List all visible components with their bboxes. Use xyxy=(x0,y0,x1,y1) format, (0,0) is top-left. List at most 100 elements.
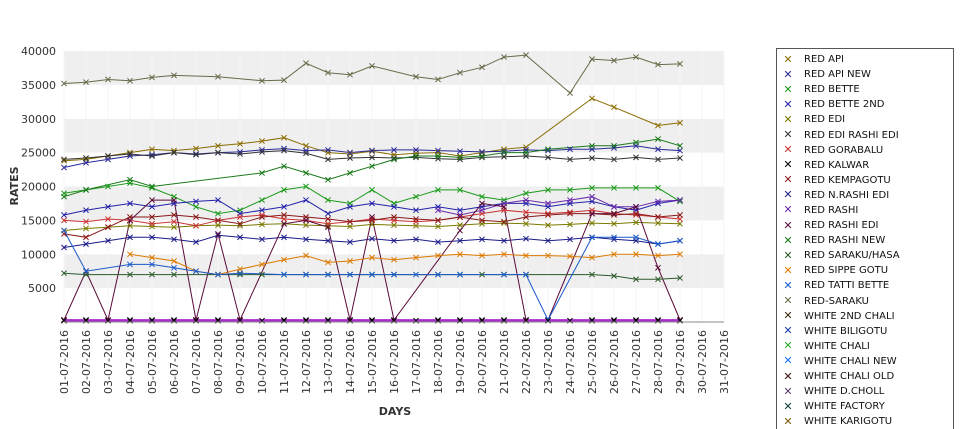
data-point xyxy=(545,212,551,218)
data-point xyxy=(193,214,199,220)
data-point xyxy=(83,155,89,161)
data-point xyxy=(611,144,617,151)
legend-marker-icon: ✕ xyxy=(783,97,793,111)
data-point xyxy=(501,237,507,244)
data-point xyxy=(325,222,331,229)
data-point xyxy=(281,186,287,193)
data-point xyxy=(501,54,507,61)
data-point xyxy=(149,183,155,190)
legend-label: RED SIPPE GOTU xyxy=(804,265,889,277)
legend-marker-icon: ✕ xyxy=(783,188,793,202)
legend-item: ✕ RED RASHI xyxy=(777,203,953,218)
legend-marker-icon: ✕ xyxy=(783,354,793,368)
data-point xyxy=(171,236,177,243)
legend-marker-icon: ✕ xyxy=(783,324,793,338)
data-point xyxy=(479,271,485,278)
legend-marker-icon: ✕ xyxy=(783,399,793,413)
data-point xyxy=(259,77,265,84)
series-line xyxy=(437,196,681,216)
x-tick-label: 23-07-2016 xyxy=(542,330,555,394)
data-point xyxy=(567,209,573,216)
data-point xyxy=(127,151,133,157)
legend-item: ✕ RED API NEW xyxy=(777,67,953,82)
data-point xyxy=(325,224,331,231)
data-point xyxy=(523,190,529,197)
data-point xyxy=(61,212,67,218)
data-point xyxy=(677,220,683,227)
legend-marker-icon: ✕ xyxy=(783,173,793,187)
data-point xyxy=(347,223,353,230)
data-point xyxy=(347,203,353,210)
legend-item: ✕ RED EDI RASHI EDI xyxy=(777,127,953,142)
data-point xyxy=(281,220,287,227)
legend-item: ✕ RED GORABALU xyxy=(777,143,953,158)
data-point xyxy=(171,147,177,154)
data-point xyxy=(589,271,595,278)
x-tick-label: 08-07-2016 xyxy=(212,330,225,394)
data-point xyxy=(567,90,573,96)
data-point xyxy=(633,234,639,241)
x-axis-ticks: 01-07-2016 02-07-2016 03-07-2016 04-07-2016… xyxy=(58,330,731,394)
data-point xyxy=(611,203,617,210)
data-point xyxy=(391,214,397,220)
data-point xyxy=(611,57,617,64)
data-point xyxy=(193,203,199,210)
data-point xyxy=(589,254,595,261)
legend-marker-icon: ✕ xyxy=(783,248,793,262)
data-point xyxy=(259,214,265,220)
data-point xyxy=(325,210,331,217)
data-point xyxy=(303,60,309,67)
data-point xyxy=(347,271,353,278)
data-point xyxy=(105,216,111,222)
x-tick-label: 27-07-2016 xyxy=(630,330,643,394)
x-tick-label: 29-07-2016 xyxy=(674,330,687,394)
legend-marker-icon: ✕ xyxy=(783,218,793,232)
data-point xyxy=(325,156,331,163)
legend-item: ✕ RED SIPPE GOTU xyxy=(777,263,953,278)
data-point xyxy=(413,146,419,153)
data-point xyxy=(611,272,617,279)
data-point xyxy=(391,155,397,161)
data-point xyxy=(633,54,639,61)
data-point xyxy=(105,183,111,190)
legend-marker-icon: ✕ xyxy=(783,82,793,96)
x-tick-label: 01-07-2016 xyxy=(58,330,71,394)
data-point xyxy=(325,271,331,278)
data-point xyxy=(457,214,463,220)
legend-marker-icon: ✕ xyxy=(783,52,793,66)
data-point xyxy=(303,236,309,243)
data-point xyxy=(589,220,595,227)
legend-item: ✕ RED-SARAKU xyxy=(777,294,953,309)
data-point xyxy=(567,221,573,228)
data-point xyxy=(171,258,177,264)
data-point xyxy=(369,186,375,193)
data-point xyxy=(303,169,309,176)
data-point xyxy=(347,71,353,78)
data-point xyxy=(83,218,89,225)
data-point xyxy=(545,200,551,207)
legend-marker-icon: ✕ xyxy=(783,369,793,383)
data-point xyxy=(413,236,419,243)
x-tick-label: 19-07-2016 xyxy=(454,330,467,394)
data-point xyxy=(567,186,573,193)
data-point xyxy=(655,264,661,271)
legend-label: RED-SARAKU xyxy=(804,295,869,307)
data-point xyxy=(303,147,309,154)
legend-marker-icon: ✕ xyxy=(783,233,793,247)
data-point xyxy=(215,271,221,278)
legend-marker-icon: ✕ xyxy=(783,112,793,126)
data-point xyxy=(149,74,155,81)
x-tick-label: 22-07-2016 xyxy=(520,330,533,394)
data-point xyxy=(369,147,375,154)
data-point xyxy=(677,197,683,204)
data-point xyxy=(259,271,265,278)
data-point xyxy=(633,219,639,226)
legend-item: ✕ WHITE CHALI OLD xyxy=(777,369,953,384)
x-tick-label: 25-07-2016 xyxy=(586,330,599,394)
data-point xyxy=(303,183,309,190)
data-point xyxy=(457,237,463,244)
data-point xyxy=(435,252,441,259)
data-point xyxy=(501,218,507,225)
data-point xyxy=(633,276,639,283)
data-point xyxy=(369,214,375,220)
